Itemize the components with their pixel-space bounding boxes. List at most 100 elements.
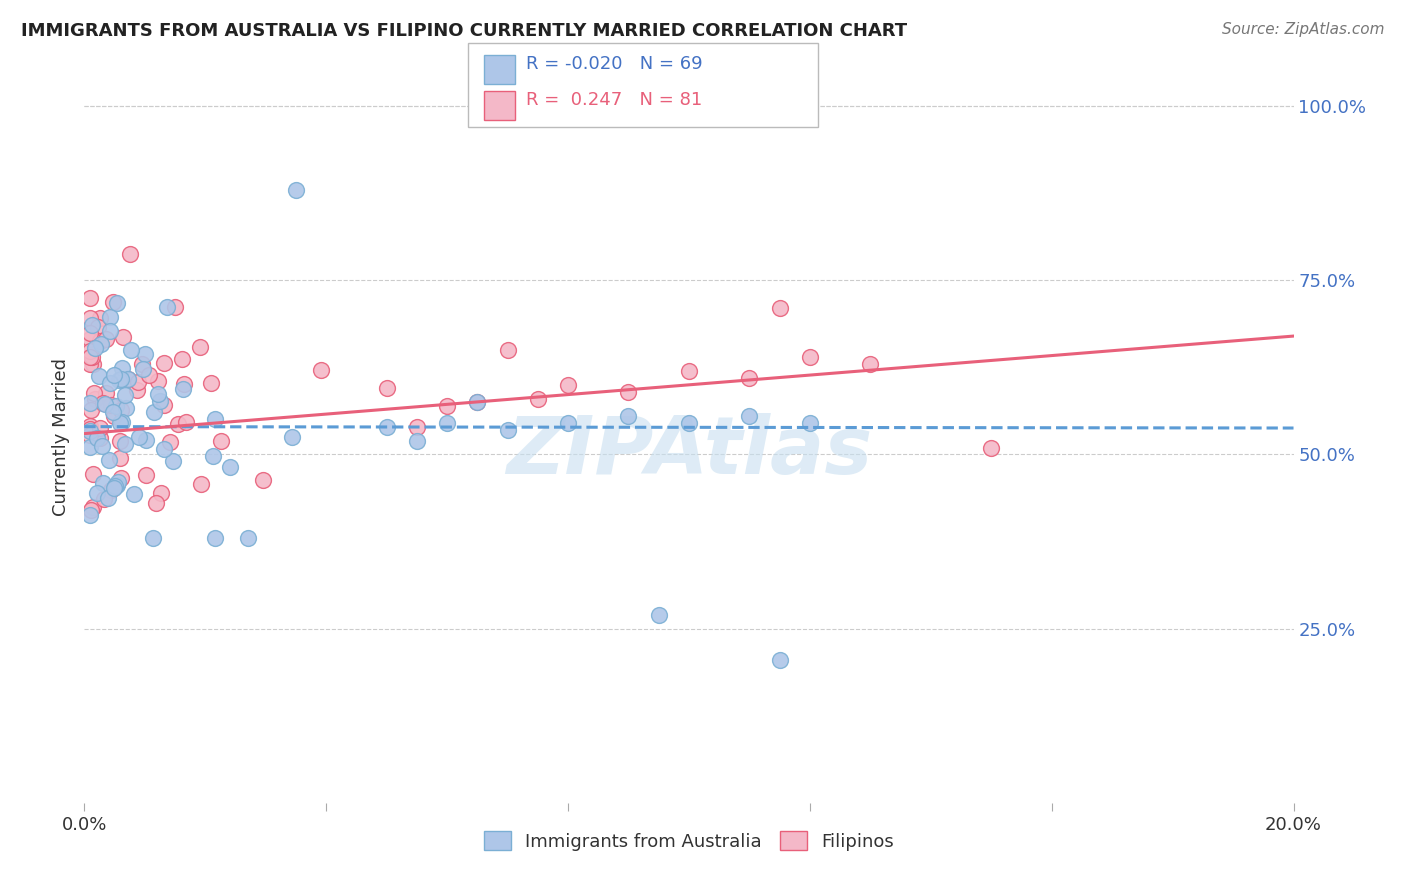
Point bbox=[146, 375, 169, 389]
Point bbox=[527, 392, 550, 406]
Point bbox=[120, 343, 142, 358]
Point bbox=[134, 347, 156, 361]
Point bbox=[648, 607, 671, 622]
Point bbox=[90, 336, 112, 351]
Point bbox=[436, 416, 458, 430]
Point bbox=[86, 486, 108, 500]
Point bbox=[79, 332, 101, 346]
Point bbox=[135, 467, 157, 482]
Text: IMMIGRANTS FROM AUSTRALIA VS FILIPINO CURRENTLY MARRIED CORRELATION CHART: IMMIGRANTS FROM AUSTRALIA VS FILIPINO CU… bbox=[21, 22, 907, 40]
Point bbox=[163, 300, 186, 314]
Point bbox=[138, 368, 160, 382]
Point bbox=[209, 434, 232, 448]
Point bbox=[557, 377, 579, 392]
Text: Source: ZipAtlas.com: Source: ZipAtlas.com bbox=[1222, 22, 1385, 37]
Point bbox=[859, 357, 882, 371]
Point bbox=[89, 334, 111, 348]
Point bbox=[769, 653, 792, 667]
Point bbox=[111, 330, 134, 344]
Point bbox=[79, 428, 101, 442]
Point bbox=[173, 376, 195, 391]
Text: R = -0.020   N = 69: R = -0.020 N = 69 bbox=[526, 55, 703, 73]
Point bbox=[375, 419, 398, 434]
Point bbox=[170, 351, 193, 366]
Text: R =  0.247   N = 81: R = 0.247 N = 81 bbox=[526, 91, 702, 109]
Point bbox=[103, 368, 125, 382]
Point bbox=[114, 436, 136, 450]
Point bbox=[89, 431, 111, 445]
Point bbox=[375, 381, 398, 395]
Point bbox=[104, 400, 127, 414]
Point bbox=[146, 386, 169, 401]
Point bbox=[79, 419, 101, 434]
Point bbox=[799, 416, 821, 430]
Point bbox=[100, 310, 122, 325]
Point bbox=[111, 415, 134, 429]
Point bbox=[94, 397, 117, 411]
Point bbox=[167, 417, 190, 431]
Point bbox=[103, 405, 125, 419]
Point bbox=[79, 357, 101, 371]
Point bbox=[101, 294, 124, 309]
Point bbox=[98, 376, 121, 390]
Point bbox=[118, 247, 141, 261]
Point bbox=[117, 372, 139, 386]
Point bbox=[153, 398, 176, 412]
Point bbox=[617, 409, 640, 424]
Point bbox=[128, 430, 150, 444]
Point bbox=[557, 416, 579, 430]
Point bbox=[91, 476, 114, 491]
Point bbox=[103, 481, 125, 495]
Point bbox=[117, 372, 139, 386]
Point bbox=[145, 496, 167, 510]
Point bbox=[79, 326, 101, 340]
Point bbox=[135, 433, 157, 447]
Point bbox=[236, 531, 259, 545]
Point bbox=[94, 385, 117, 400]
Point bbox=[204, 411, 226, 425]
Point bbox=[89, 311, 111, 326]
Point bbox=[80, 503, 103, 517]
Point bbox=[406, 419, 429, 434]
Point bbox=[91, 439, 114, 453]
Point bbox=[79, 508, 101, 522]
Point bbox=[79, 396, 101, 410]
Point bbox=[79, 425, 101, 439]
Point bbox=[285, 183, 308, 197]
Point bbox=[87, 320, 110, 334]
Point bbox=[150, 486, 173, 500]
Point bbox=[79, 310, 101, 325]
Text: ZIPAtlas: ZIPAtlas bbox=[506, 413, 872, 491]
Point bbox=[127, 375, 149, 389]
Point bbox=[143, 405, 166, 419]
Y-axis label: Currently Married: Currently Married bbox=[52, 358, 70, 516]
Point bbox=[79, 422, 101, 436]
Point bbox=[97, 491, 120, 506]
Point bbox=[82, 318, 104, 333]
Point bbox=[84, 341, 107, 355]
Point bbox=[142, 531, 165, 545]
Point bbox=[98, 324, 121, 338]
Point bbox=[82, 357, 104, 371]
Point bbox=[110, 402, 132, 417]
Point bbox=[83, 386, 105, 401]
Point bbox=[202, 449, 225, 463]
Point bbox=[153, 442, 176, 456]
Point bbox=[79, 350, 101, 364]
Point bbox=[110, 451, 132, 466]
Legend: Immigrants from Australia, Filipinos: Immigrants from Australia, Filipinos bbox=[475, 822, 903, 860]
Point bbox=[104, 479, 127, 493]
Point bbox=[124, 487, 146, 501]
Point bbox=[156, 300, 179, 314]
Point bbox=[162, 454, 184, 468]
Point bbox=[105, 295, 128, 310]
Point bbox=[79, 403, 101, 417]
Point bbox=[200, 376, 222, 390]
Point bbox=[98, 453, 121, 467]
Point bbox=[79, 440, 101, 454]
Point bbox=[82, 350, 104, 364]
Point bbox=[93, 492, 115, 507]
Point bbox=[111, 361, 134, 376]
Point bbox=[110, 372, 132, 386]
Point bbox=[131, 357, 153, 371]
